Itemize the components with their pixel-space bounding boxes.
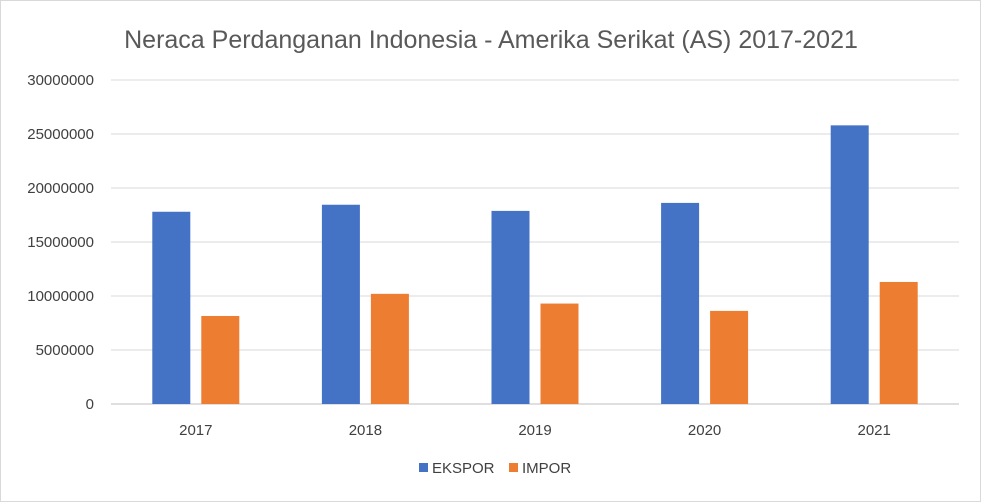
bar-ekspor-2019 (491, 210, 530, 404)
y-tick-label: 20000000 (27, 180, 94, 197)
bars (152, 125, 918, 405)
legend-swatch-impor (509, 463, 518, 472)
y-tick-label: 10000000 (27, 288, 94, 305)
x-tick-label: 2021 (858, 422, 891, 439)
bar-ekspor-2018 (321, 204, 360, 404)
bar-ekspor-2020 (661, 202, 700, 404)
y-tick-label: 0 (86, 396, 94, 413)
legend-label-ekspor: EKSPOR (432, 460, 495, 477)
bar-impor-2020 (710, 310, 749, 404)
legend: EKSPOR IMPOR (419, 460, 571, 477)
x-tick-label: 2017 (179, 422, 212, 439)
y-tick-label: 15000000 (27, 234, 94, 251)
bar-ekspor-2021 (830, 125, 869, 405)
x-axis-tick-labels: 2017 2018 2019 2020 2021 (179, 422, 891, 439)
bar-impor-2018 (370, 293, 409, 404)
gridlines (111, 79, 959, 405)
y-axis-tick-labels: 0 5000000 10000000 15000000 20000000 25000000… (27, 72, 94, 413)
bar-impor-2021 (879, 281, 918, 404)
legend-swatch-ekspor (419, 463, 428, 472)
x-tick-label: 2020 (688, 422, 721, 439)
bar-impor-2017 (201, 315, 240, 404)
legend-label-impor: IMPOR (522, 460, 571, 477)
chart-title: Neraca Perdanganan Indonesia - Amerika S… (124, 26, 858, 54)
x-tick-label: 2018 (349, 422, 382, 439)
y-tick-label: 30000000 (27, 72, 94, 89)
y-tick-label: 5000000 (36, 342, 94, 359)
bar-ekspor-2017 (152, 211, 191, 404)
bar-impor-2019 (540, 303, 579, 404)
y-tick-label: 25000000 (27, 126, 94, 143)
x-tick-label: 2019 (518, 422, 551, 439)
